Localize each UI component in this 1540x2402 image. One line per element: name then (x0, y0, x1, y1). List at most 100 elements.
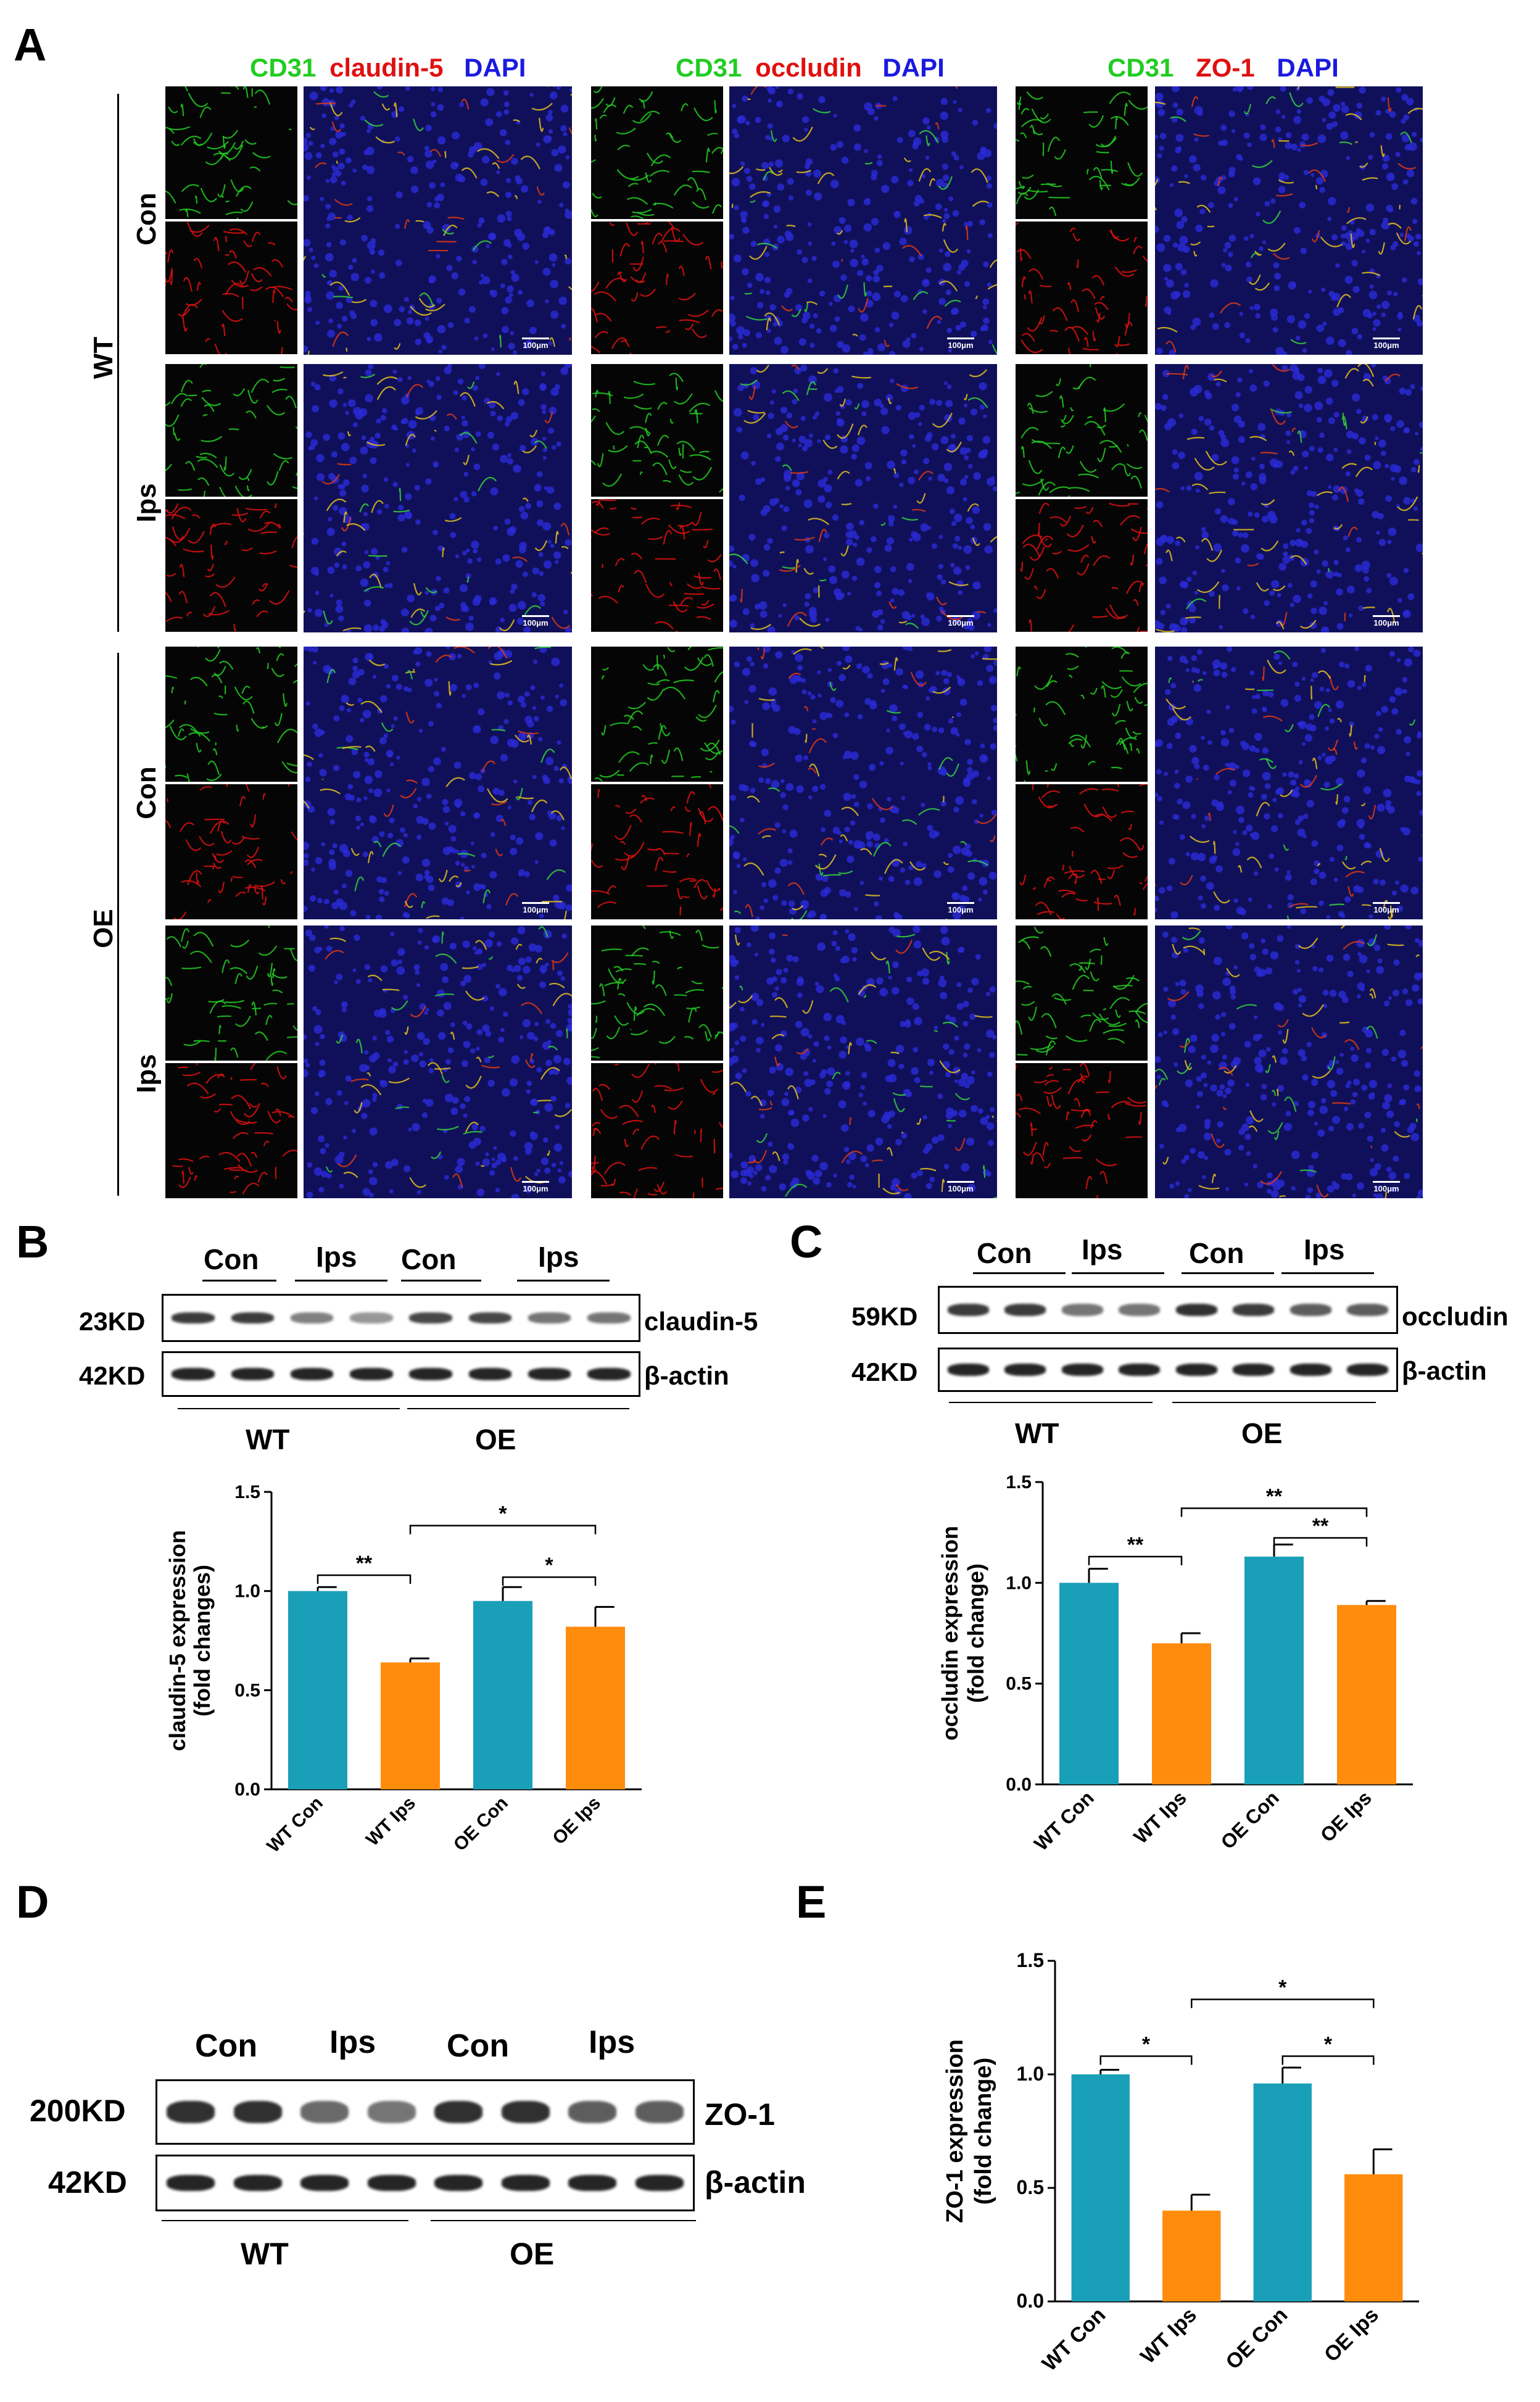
bar (1337, 1605, 1396, 1784)
blot-band (233, 2101, 282, 2123)
micrograph-red-channel (1016, 784, 1148, 919)
blot-band (587, 1368, 631, 1380)
lane-underline (1281, 1272, 1374, 1274)
y-tick-label: 1.0 (1017, 2063, 1044, 2085)
blot-band (947, 1304, 989, 1316)
header-dapi: DAPI (882, 53, 945, 82)
blot-band (231, 1312, 275, 1323)
y-axis-label: (fold changes) (189, 1565, 215, 1717)
micrograph-cd31-channel (165, 364, 297, 497)
genotype-line-oe (1172, 1402, 1376, 1403)
micrograph-red-channel (1016, 499, 1148, 632)
micrograph-merged: 100μm (304, 926, 572, 1198)
micrograph-cd31-channel (1016, 364, 1148, 497)
blot-d-protein-1: ZO-1 (705, 2097, 775, 2132)
x-tick-label: OE Con (1221, 2303, 1292, 2374)
y-tick-label: 1.5 (234, 1482, 260, 1502)
blot-d-actin (155, 2155, 695, 2211)
scale-bar: 100μm (939, 338, 982, 350)
scale-bar-label: 100μm (523, 618, 549, 627)
micrograph-cd31-channel (591, 647, 723, 782)
panel-label-b: B (16, 1216, 49, 1267)
lane-underline (517, 1280, 610, 1282)
significance-bracket (317, 1574, 412, 1584)
x-tick-label: OE Con (450, 1793, 512, 1855)
scale-bar: 100μm (514, 1181, 557, 1193)
blot-band (635, 2101, 684, 2123)
blot-b-protein-1: claudin-5 (644, 1307, 758, 1336)
x-tick-label: OE Ips (549, 1793, 605, 1849)
scale-bar: 100μm (1365, 338, 1408, 350)
x-tick-label: OE Ips (1320, 2303, 1383, 2367)
significance-label: * (499, 1502, 507, 1526)
header-dapi: DAPI (1277, 53, 1339, 82)
blot-band (1175, 1364, 1217, 1376)
blot-band (1290, 1364, 1331, 1376)
scale-bar-line (947, 338, 974, 339)
row-label-oe-con: Con (131, 766, 162, 819)
lane-underline (1182, 1272, 1274, 1274)
blot-band (501, 2175, 550, 2191)
lane-underline (1072, 1272, 1164, 1274)
micrograph-merged: 100μm (1155, 647, 1423, 919)
blot-b-actin (162, 1351, 640, 1397)
blot-band (231, 1368, 275, 1380)
lane-label: Ips (538, 1241, 579, 1273)
x-tick-label: WT Ips (1129, 1786, 1191, 1848)
blot-band (367, 2175, 416, 2191)
micrograph-merged: 100μm (729, 86, 997, 355)
micrograph-merged: 100μm (304, 647, 572, 919)
genotype-line-oe (407, 1408, 629, 1409)
micrograph-cd31-channel (165, 86, 297, 219)
y-axis-label: ZO-1 expression (942, 2039, 968, 2223)
header-occludin: occludin (755, 53, 862, 82)
scale-bar: 100μm (939, 615, 982, 627)
genotype-line-wt (162, 2220, 408, 2221)
micrograph-merged: 100μm (1155, 364, 1423, 632)
blot-d-lane-headers: Con Ips Con Ips (185, 2021, 691, 2064)
lane-label: Ips (1082, 1233, 1123, 1265)
micrograph-cd31-channel (591, 86, 723, 219)
blot-band (1175, 1304, 1217, 1316)
row-label-wt-ips: Ips (131, 483, 162, 523)
bar-chart-svg: 0.0 0.5 1.0 1.5 WT Con WT Ips OE Con OE Ips ** **… (937, 1472, 1413, 1855)
significance-bracket (409, 1525, 597, 1534)
y-tick-label: 0.0 (234, 1779, 260, 1800)
scale-bar-label: 100μm (1373, 618, 1399, 627)
blot-c-lane-headers: Con Ips Con Ips (959, 1233, 1404, 1280)
significance-label: * (1324, 2033, 1333, 2056)
scale-bar-line (947, 902, 974, 904)
group-label-oe: OE (88, 909, 118, 948)
significance-bracket (1191, 1998, 1375, 2008)
scale-bar-label: 100μm (948, 1184, 974, 1193)
bar (1071, 2074, 1130, 2301)
genotype-label-wt: WT (1015, 1417, 1059, 1449)
x-tick-label: WT Con (1030, 1786, 1098, 1855)
lane-underline (202, 1280, 276, 1282)
blot-band (409, 1368, 452, 1380)
micrograph-cd31-channel (1016, 926, 1148, 1061)
significance-bracket (1281, 2055, 1375, 2065)
blot-band (167, 2101, 215, 2123)
bar (1162, 2210, 1221, 2301)
blot-band (947, 1364, 989, 1376)
micrograph-red-channel (1016, 1063, 1148, 1198)
scale-bar-label: 100μm (523, 1184, 549, 1193)
blot-band (1119, 1364, 1161, 1376)
y-axis-label: (fold change) (971, 2058, 996, 2205)
genotype-line-oe (431, 2220, 696, 2221)
bar (288, 1591, 347, 1789)
chart-c: 0.0 0.5 1.0 1.5 WT Con WT Ips OE Con OE Ips ** **… (919, 1462, 1431, 1857)
y-tick-label: 1.0 (1006, 1573, 1032, 1593)
lane-label: Ips (589, 2024, 635, 2060)
blot-band (568, 2101, 617, 2123)
x-tick-label: WT Con (1038, 2303, 1111, 2376)
blot-band (1119, 1304, 1161, 1316)
blot-band (635, 2175, 684, 2191)
lane-underline (973, 1272, 1066, 1274)
y-tick-label: 0.0 (1017, 2290, 1044, 2312)
lane-label: Con (1189, 1237, 1244, 1269)
blot-band (167, 2175, 215, 2191)
lane-underline (401, 1280, 481, 1282)
y-tick-label: 0.5 (1017, 2176, 1044, 2198)
